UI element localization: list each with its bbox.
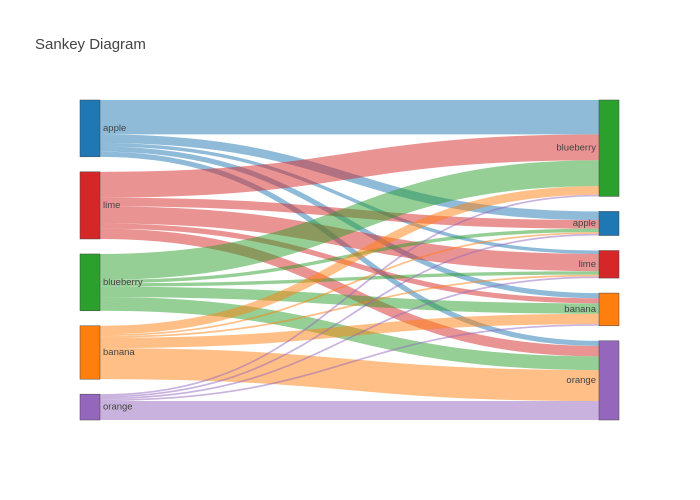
sankey-node-label-target-blueberry: blueberry [556,143,596,154]
nodes-layer [79,99,620,421]
sankey-link-orange-to-apple[interactable] [99,233,600,398]
sankey-node-label-source-banana: banana [103,347,135,358]
sankey-node-source-blueberry[interactable] [79,253,101,312]
sankey-node-target-blueberry[interactable] [598,99,620,197]
sankey-node-source-lime[interactable] [79,171,101,240]
sankey-node-target-orange[interactable] [598,340,620,421]
sankey-link-banana-to-lime[interactable] [99,274,600,338]
sankey-node-label-source-blueberry: blueberry [103,277,143,288]
sankey-link-apple-to-orange[interactable] [99,151,600,346]
sankey-node-label-target-apple: apple [573,218,596,229]
sankey-link-orange-to-lime[interactable] [99,276,600,400]
sankey-link-orange-to-blueberry[interactable] [99,194,600,396]
sankey-link-lime-to-blueberry[interactable] [99,134,600,198]
sankey-node-label-target-banana: banana [564,304,596,315]
sankey-node-target-banana[interactable] [598,292,620,327]
sankey-link-blueberry-to-blueberry[interactable] [99,160,600,280]
sankey-link-lime-to-lime[interactable] [99,206,600,272]
sankey-node-label-source-lime: lime [103,200,120,211]
labels-layer: apple lime blueberry banana orange blueberry a… [103,123,597,413]
chart-title: Sankey Diagram [35,36,146,53]
sankey-link-orange-to-banana[interactable] [99,324,600,402]
sankey-link-banana-to-banana[interactable] [99,313,600,349]
sankey-node-label-source-orange: orange [103,402,133,413]
sankey-link-blueberry-to-lime[interactable] [99,271,600,287]
sankey-node-source-apple[interactable] [79,99,101,158]
sankey-link-blueberry-to-banana[interactable] [99,286,600,314]
sankey-node-target-lime[interactable] [598,250,620,279]
sankey-node-label-target-lime: lime [579,259,596,270]
sankey-link-banana-to-orange[interactable] [99,348,600,402]
sankey-node-source-banana[interactable] [79,325,101,380]
sankey-link-banana-to-apple[interactable] [99,232,600,337]
sankey-link-lime-to-orange[interactable] [99,228,600,357]
sankey-link-apple-to-lime[interactable] [99,143,600,254]
sankey-node-label-target-orange: orange [566,375,596,386]
sankey-node-target-apple[interactable] [598,211,620,236]
links-layer [99,100,600,421]
sankey-node-label-source-apple: apple [103,123,126,134]
sankey-node-source-orange[interactable] [79,393,101,421]
sankey-link-banana-to-blueberry[interactable] [99,186,600,335]
